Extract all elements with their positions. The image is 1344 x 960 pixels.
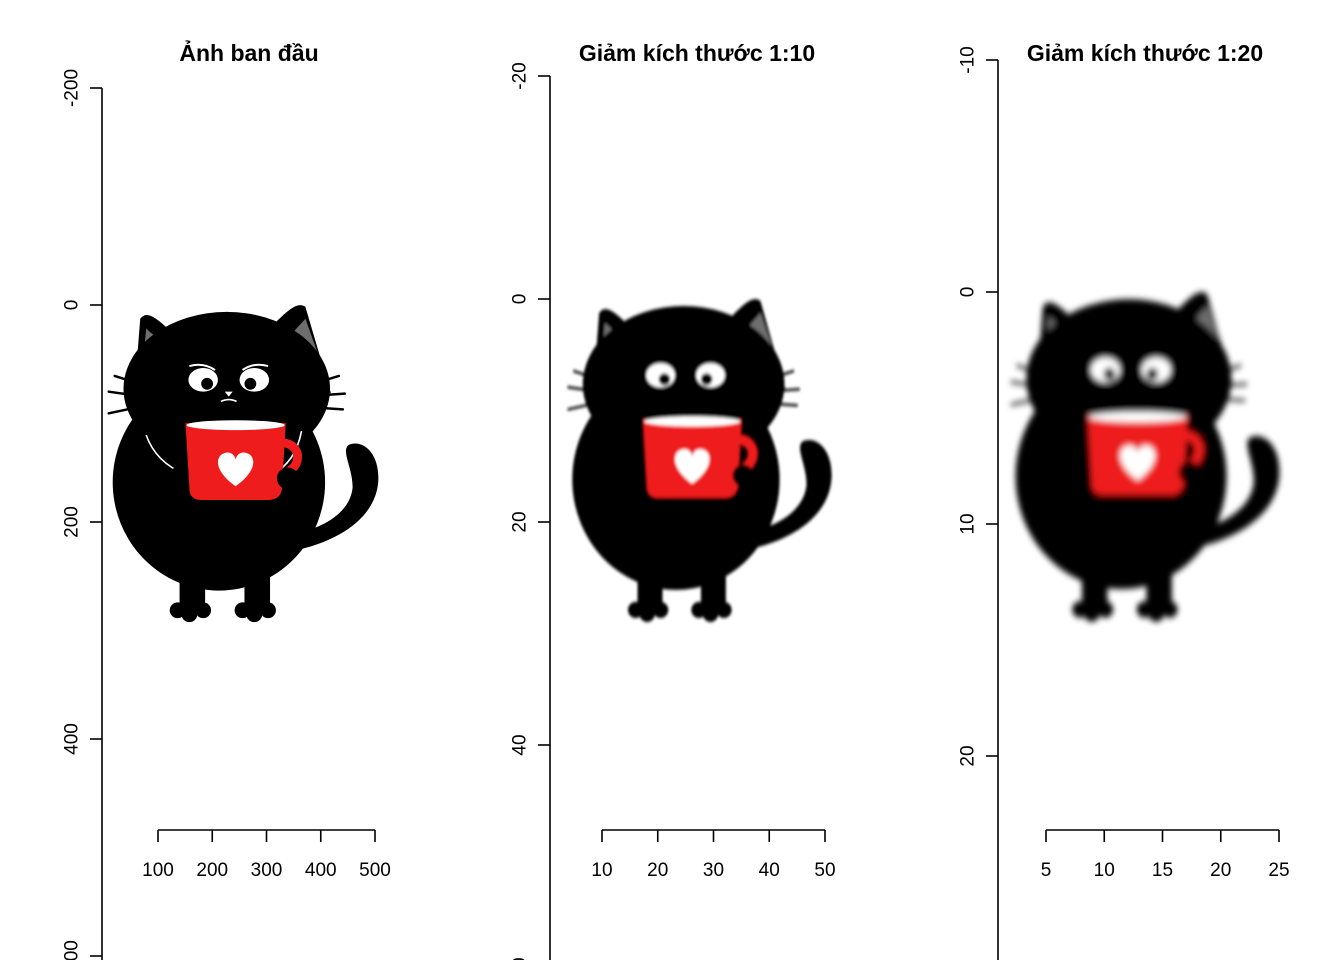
panel-reduced-1-20: Giảm kích thước 1:20 -10010203040 510152… [958, 40, 1290, 960]
cat-image-original [107, 305, 379, 623]
x-tick-label: 15 [1152, 860, 1173, 881]
y-tick-label: 60 [510, 957, 531, 960]
x-tick-label: 10 [591, 860, 612, 881]
hand [276, 467, 299, 490]
chart-title: Giảm kích thước 1:20 [1027, 40, 1263, 66]
y-tick-label: -200 [62, 69, 83, 107]
x-tick-label: 500 [359, 860, 391, 881]
paw [1148, 605, 1165, 622]
y-tick-label: -10 [958, 46, 979, 73]
paw [691, 601, 707, 618]
x-tick-label: 50 [814, 860, 835, 881]
y-tick-label: 600 [62, 940, 83, 960]
y-tick-label: 0 [958, 287, 979, 298]
mug [1087, 411, 1204, 495]
y-tick-label: 0 [510, 294, 531, 305]
y-tick-label: 20 [510, 511, 531, 532]
y-axis: -20020406080 [510, 62, 551, 960]
hand [1178, 461, 1201, 484]
paw [246, 606, 263, 623]
x-tick-label: 25 [1268, 860, 1289, 881]
paw [652, 601, 669, 618]
y-tick-label: 20 [958, 745, 979, 766]
hand [732, 464, 754, 487]
y-tick-label: -20 [510, 62, 531, 89]
x-axis: 10 20 30 40 50 [591, 829, 836, 881]
paw [260, 602, 276, 619]
y-axis: -10010203040 [958, 46, 999, 960]
x-tick-label: 10 [1094, 860, 1115, 881]
paw [1097, 601, 1114, 618]
y-tick-label: 400 [62, 723, 83, 755]
mug [643, 416, 758, 498]
heart-icon [217, 452, 254, 487]
paw [639, 605, 655, 622]
x-tick-label: 40 [759, 860, 780, 881]
tail [1193, 436, 1280, 549]
x-tick-label: 20 [1210, 860, 1231, 881]
mug [185, 420, 302, 500]
panel-original: Ảnh ban đầu -2000200400600800 1002003004… [62, 38, 391, 960]
paw [702, 605, 719, 622]
x-tick-label: 200 [196, 860, 228, 881]
panel-reduced-1-10: Giảm kích thước 1:10 -20020406080 102030… [510, 40, 836, 960]
heart-icon [1120, 445, 1156, 481]
eyes [1090, 357, 1171, 383]
y-axis: -2000200400600800 [62, 69, 103, 960]
x-axis: 100 200 300 400 500 [142, 829, 391, 881]
paw [627, 601, 644, 618]
paw [1083, 605, 1100, 622]
tail [747, 440, 832, 550]
y-tick-label: 0 [62, 300, 83, 311]
heart-icon [675, 449, 710, 484]
hand [1069, 461, 1091, 484]
paw [716, 601, 732, 618]
cat-image-1-10 [567, 299, 832, 622]
x-tick-label: 300 [251, 860, 283, 881]
x-tick-label: 400 [305, 860, 337, 881]
x-axis: 5 10 15 20 25 [1041, 829, 1290, 881]
chart-title: Ảnh ban đầu [179, 38, 318, 66]
x-tick-label: 5 [1041, 860, 1052, 881]
y-tick-label: 200 [62, 506, 83, 538]
chart-title: Giảm kích thước 1:10 [579, 40, 815, 66]
x-tick-label: 100 [142, 860, 174, 881]
x-tick-label: 20 [647, 860, 668, 881]
eyes [646, 363, 725, 388]
hand [625, 464, 647, 487]
tail [291, 443, 379, 552]
hand [166, 467, 189, 490]
y-tick-label: 10 [958, 513, 979, 534]
x-tick-label: 30 [703, 860, 724, 881]
paw [1162, 601, 1178, 618]
paw [181, 606, 198, 623]
paw [195, 602, 212, 619]
y-tick-label: 40 [510, 734, 531, 755]
cat-image-1-20 [1010, 292, 1280, 622]
eyes [188, 363, 270, 403]
